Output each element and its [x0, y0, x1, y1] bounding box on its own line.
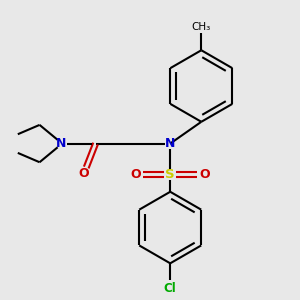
Text: Cl: Cl — [164, 282, 177, 295]
Text: O: O — [78, 167, 89, 180]
Text: O: O — [131, 168, 141, 181]
Text: S: S — [165, 168, 175, 181]
Text: CH₃: CH₃ — [192, 22, 211, 32]
Text: N: N — [56, 137, 67, 150]
Text: O: O — [199, 168, 210, 181]
Text: N: N — [165, 137, 175, 150]
